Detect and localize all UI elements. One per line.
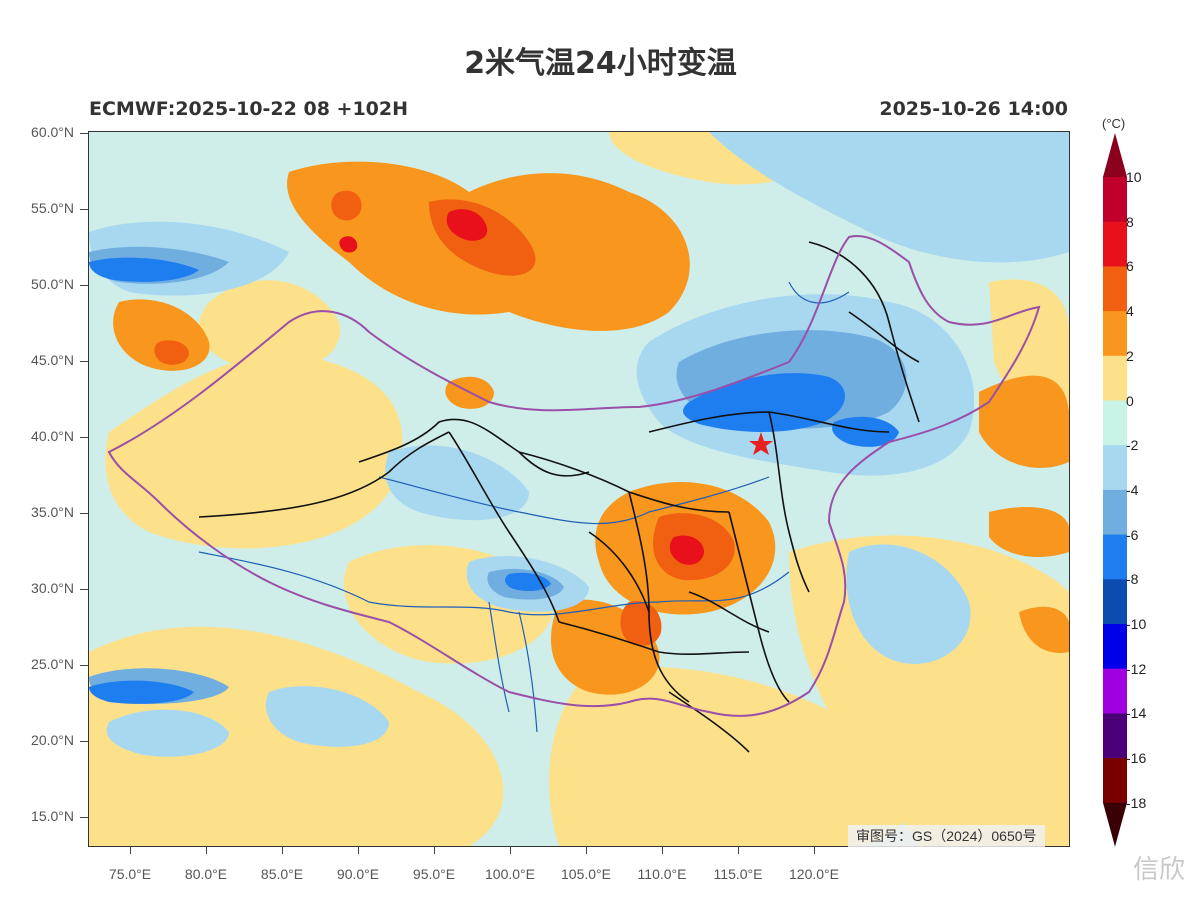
- x-tick-label: 120.0°E: [789, 866, 839, 882]
- y-tick-label: 35.0°N: [31, 504, 74, 520]
- temperature-change-map: [88, 131, 1070, 847]
- colorbar-label: 2: [1126, 347, 1134, 364]
- x-tick-mark: [130, 846, 131, 854]
- x-tick-label: 100.0°E: [485, 866, 535, 882]
- colorbar-label: -2: [1126, 437, 1139, 454]
- warm-band-6-8: [339, 209, 704, 565]
- x-tick-mark: [206, 846, 207, 854]
- y-tick-label: 30.0°N: [31, 580, 74, 596]
- colorbar-segment: [1103, 758, 1127, 804]
- x-tick-label: 110.0°E: [637, 866, 687, 882]
- x-tick-label: 90.0°E: [336, 866, 380, 882]
- colorbar-segments: [1103, 133, 1127, 847]
- colorbar-segment: [1103, 400, 1127, 446]
- colorbar-segment: [1103, 445, 1127, 491]
- colorbar-label: -8: [1126, 571, 1139, 588]
- y-tick-label: 60.0°N: [31, 124, 74, 140]
- colorbar-label: 0: [1126, 392, 1134, 409]
- valid-time-label: 2025-10-26 14:00: [879, 98, 1068, 120]
- y-tick-mark: [80, 285, 88, 286]
- y-tick-mark: [80, 513, 88, 514]
- colorbar-extend-top: [1103, 133, 1127, 177]
- x-tick-mark: [662, 846, 663, 854]
- colorbar-segment: [1103, 668, 1127, 714]
- colorbar-segment: [1103, 489, 1127, 536]
- colorbar-label: -18: [1126, 794, 1147, 811]
- colorbar-segment: [1103, 624, 1127, 670]
- y-tick-label: 25.0°N: [31, 656, 74, 672]
- colorbar-label: -14: [1126, 705, 1147, 722]
- y-tick-mark: [80, 817, 88, 818]
- x-tick-label: 115.0°E: [713, 866, 763, 882]
- y-tick-label: 55.0°N: [31, 200, 74, 216]
- province-borders: [198, 241, 920, 753]
- x-tick-mark: [814, 846, 815, 854]
- y-tick-label: 20.0°N: [31, 732, 74, 748]
- y-tick-label: 15.0°N: [31, 808, 74, 824]
- x-tick-label: 80.0°E: [184, 866, 228, 882]
- colorbar-label: 10: [1126, 169, 1142, 185]
- colorbar-segment: [1103, 311, 1127, 357]
- y-tick-mark: [80, 589, 88, 590]
- colorbar-extend-bottom: [1103, 802, 1127, 847]
- model-run-label: ECMWF:2025-10-22 08 +102H: [89, 98, 409, 120]
- colorbar-label: -6: [1126, 526, 1139, 543]
- rivers: [198, 281, 850, 733]
- colorbar-label: 4: [1126, 303, 1134, 320]
- x-tick-label: 75.0°E: [108, 866, 152, 882]
- colorbar-label: 6: [1126, 258, 1134, 275]
- y-tick-mark: [80, 741, 88, 742]
- map-title: 2米气温24小时变温: [464, 46, 737, 81]
- watermark: 信欣: [1132, 855, 1185, 885]
- colorbar-label: 8: [1126, 213, 1134, 230]
- colorbar-label: -4: [1126, 481, 1139, 498]
- colorbar-segment: [1103, 713, 1127, 759]
- x-tick-mark: [586, 846, 587, 854]
- y-tick-mark: [80, 665, 88, 666]
- y-tick-mark: [80, 437, 88, 438]
- colorbar-segment: [1103, 266, 1127, 312]
- y-tick-mark: [80, 361, 88, 362]
- colorbar-segment: [1103, 355, 1127, 401]
- map-canvas: [89, 132, 1069, 846]
- colorbar-segment: [1103, 579, 1127, 625]
- colorbar-label: -12: [1126, 660, 1147, 677]
- x-tick-mark: [510, 846, 511, 854]
- colorbar-label: -16: [1126, 750, 1147, 767]
- x-tick-label: 105.0°E: [561, 866, 611, 882]
- colorbar-segment: [1103, 534, 1127, 580]
- y-tick-label: 40.0°N: [31, 428, 74, 444]
- colorbar-label: -10: [1126, 616, 1147, 632]
- x-tick-label: 85.0°E: [260, 866, 304, 882]
- y-tick-mark: [80, 133, 88, 134]
- colorbar-unit: (°C): [1102, 116, 1126, 131]
- city-marker-star: [749, 432, 773, 455]
- x-tick-mark: [738, 846, 739, 854]
- y-tick-label: 50.0°N: [31, 276, 74, 292]
- national-border: [107, 235, 1041, 717]
- x-tick-label: 95.0°E: [412, 866, 456, 882]
- y-tick-label: 45.0°N: [31, 352, 74, 368]
- y-tick-mark: [80, 209, 88, 210]
- colorbar: [1103, 133, 1127, 847]
- colorbar-segment: [1103, 177, 1127, 223]
- x-tick-mark: [434, 846, 435, 854]
- x-tick-mark: [358, 846, 359, 854]
- map-review-number: 审图号：GS（2024）0650号: [848, 825, 1045, 847]
- colorbar-segment: [1103, 221, 1127, 267]
- x-tick-mark: [282, 846, 283, 854]
